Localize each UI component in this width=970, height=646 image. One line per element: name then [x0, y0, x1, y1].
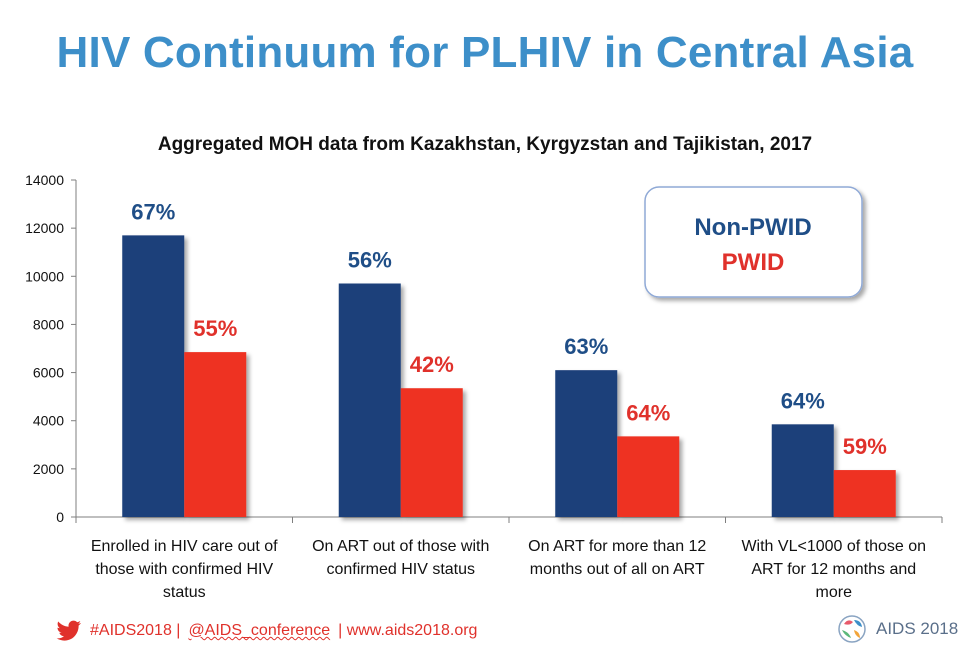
footer-hashtag: #AIDS2018 | — [90, 622, 181, 639]
bar-pwid-3 — [833, 470, 896, 517]
legend-entry: Non-PWID — [694, 214, 811, 241]
data-label: 67% — [131, 199, 175, 224]
legend-box — [644, 186, 863, 298]
y-tick-label: 4000 — [33, 413, 64, 429]
category-label: Enrolled in HIV care out of those with co… — [91, 538, 278, 601]
category-label: On ART for more than 12 months out of all… — [528, 538, 706, 578]
data-label: 56% — [348, 248, 392, 273]
y-tick-label: 12000 — [25, 220, 64, 236]
bar-non-pwid-0 — [122, 235, 185, 517]
y-tick-label: 14000 — [25, 172, 64, 188]
category-label: On ART out of those with confirmed HIV st… — [312, 538, 489, 578]
category-label: With VL<1000 of those on ART for 12 month… — [741, 538, 926, 601]
bar-pwid-2 — [617, 436, 680, 517]
data-label: 64% — [781, 388, 825, 413]
footer: #AIDS2018 | @AIDS_conference | www.aids2… — [56, 620, 477, 642]
bar-non-pwid-2 — [555, 370, 618, 517]
bar-non-pwid-3 — [771, 424, 834, 517]
chart-title: Aggregated MOH data from Kazakhstan, Kyr… — [157, 134, 813, 155]
y-tick-label: 6000 — [33, 365, 64, 381]
bar-pwid-1 — [400, 388, 463, 517]
conference-logo: AIDS 2018 — [836, 614, 958, 644]
page-title: HIV Continuum for PLHIV in Central Asia — [56, 28, 914, 77]
data-label: 55% — [193, 316, 237, 341]
footer-handle[interactable]: @AIDS_conference — [188, 622, 331, 639]
logo-text: AIDS 2018 — [876, 619, 959, 638]
aids-conference-logo-icon — [838, 615, 866, 643]
bar-pwid-0 — [184, 352, 247, 517]
data-label: 63% — [564, 334, 608, 359]
data-label: 59% — [843, 434, 887, 459]
twitter-bird-icon[interactable] — [56, 620, 82, 642]
y-tick-label: 8000 — [33, 316, 64, 332]
data-label: 42% — [410, 352, 454, 377]
footer-site[interactable]: | www.aids2018.org — [338, 622, 478, 639]
data-label: 64% — [626, 400, 670, 425]
bar-non-pwid-1 — [338, 283, 401, 517]
y-tick-label: 10000 — [25, 268, 64, 284]
legend-entry: PWID — [722, 249, 785, 276]
y-tick-label: 0 — [56, 509, 64, 525]
y-tick-label: 2000 — [33, 461, 64, 477]
